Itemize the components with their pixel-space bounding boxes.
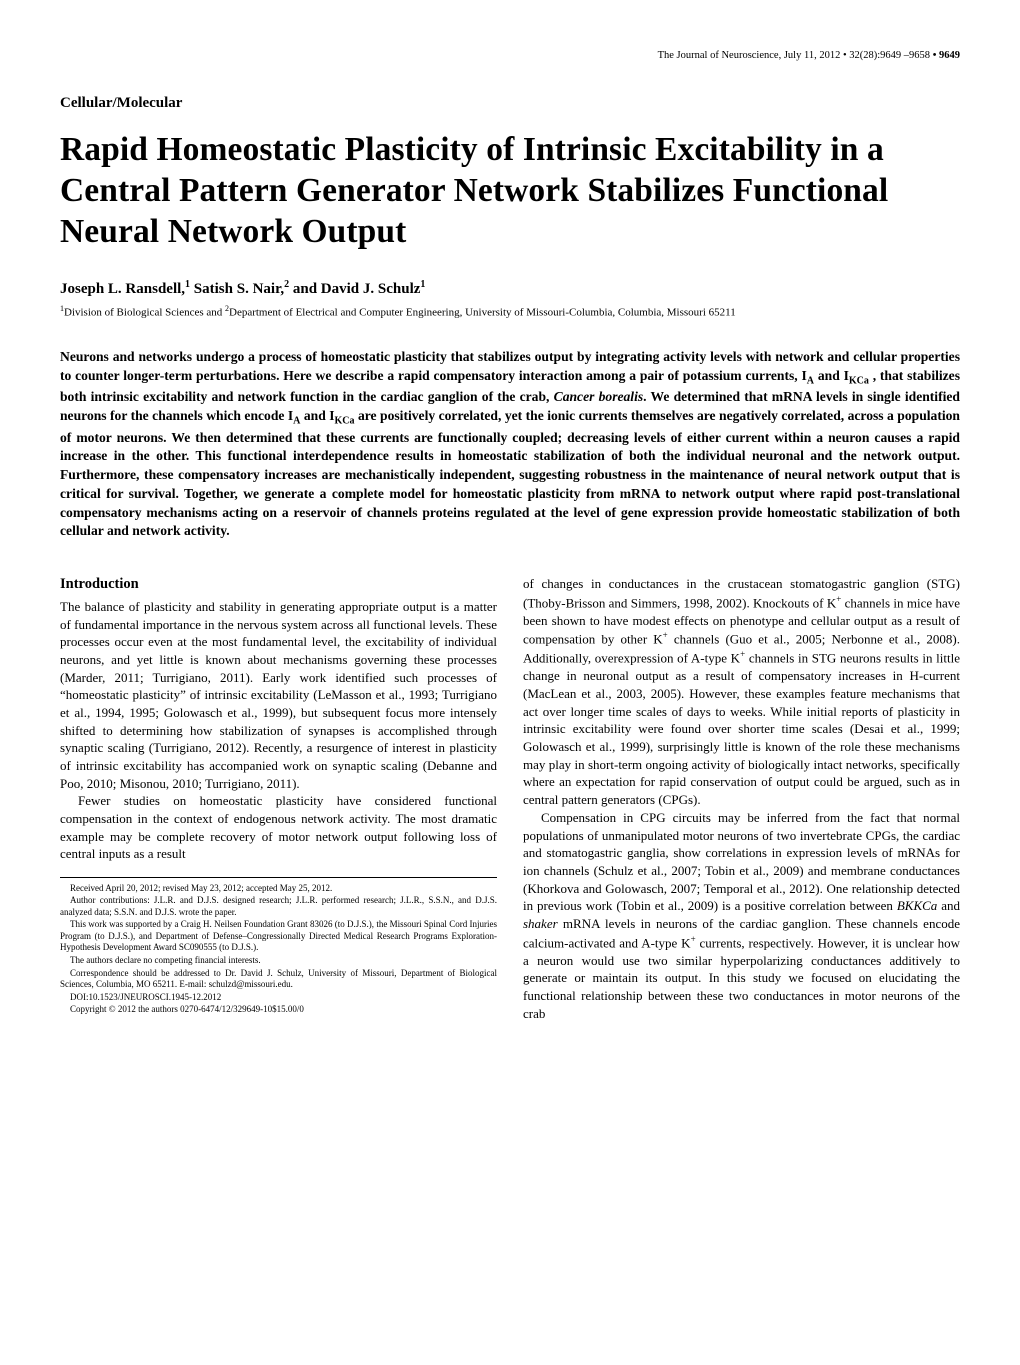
footnote-author-contrib: Author contributions: J.L.R. and D.J.S. … [60, 895, 497, 918]
left-column: Introduction The balance of plasticity a… [60, 575, 497, 1022]
running-head-journal: The Journal of Neuroscience, July 11, 20… [658, 50, 841, 61]
intro-paragraph-1: The balance of plasticity and stability … [60, 598, 497, 792]
running-head-issue: 32(28):9649 –9658 [849, 50, 930, 61]
footnote-coi: The authors declare no competing financi… [60, 955, 497, 967]
footnote-received: Received April 20, 2012; revised May 23,… [60, 883, 497, 895]
footnote-funding: This work was supported by a Craig H. Ne… [60, 919, 497, 954]
section-label: Cellular/Molecular [60, 95, 960, 112]
footnote-correspondence: Correspondence should be addressed to Dr… [60, 968, 497, 991]
affiliations: 1Division of Biological Sciences and 2De… [60, 304, 960, 321]
introduction-heading: Introduction [60, 575, 497, 595]
right-column: of changes in conductances in the crusta… [523, 575, 960, 1022]
intro-paragraph-2: Fewer studies on homeostatic plasticity … [60, 792, 497, 863]
running-head: The Journal of Neuroscience, July 11, 20… [60, 50, 960, 61]
footnote-doi: DOI:10.1523/JNEUROSCI.1945-12.2012 [60, 992, 497, 1004]
article-title: Rapid Homeostatic Plasticity of Intrinsi… [60, 130, 960, 253]
footnotes-block: Received April 20, 2012; revised May 23,… [60, 877, 497, 1016]
two-column-body: Introduction The balance of plasticity a… [60, 575, 960, 1022]
running-head-page: • 9649 [930, 50, 960, 61]
body-paragraph-2: Compensation in CPG circuits may be infe… [523, 809, 960, 1022]
running-head-sep: • [840, 50, 849, 61]
body-paragraph-1: of changes in conductances in the crusta… [523, 575, 960, 809]
authors: Joseph L. Ransdell,1 Satish S. Nair,2 an… [60, 279, 960, 298]
abstract: Neurons and networks undergo a process o… [60, 348, 960, 541]
footnote-copyright: Copyright © 2012 the authors 0270-6474/1… [60, 1004, 497, 1016]
